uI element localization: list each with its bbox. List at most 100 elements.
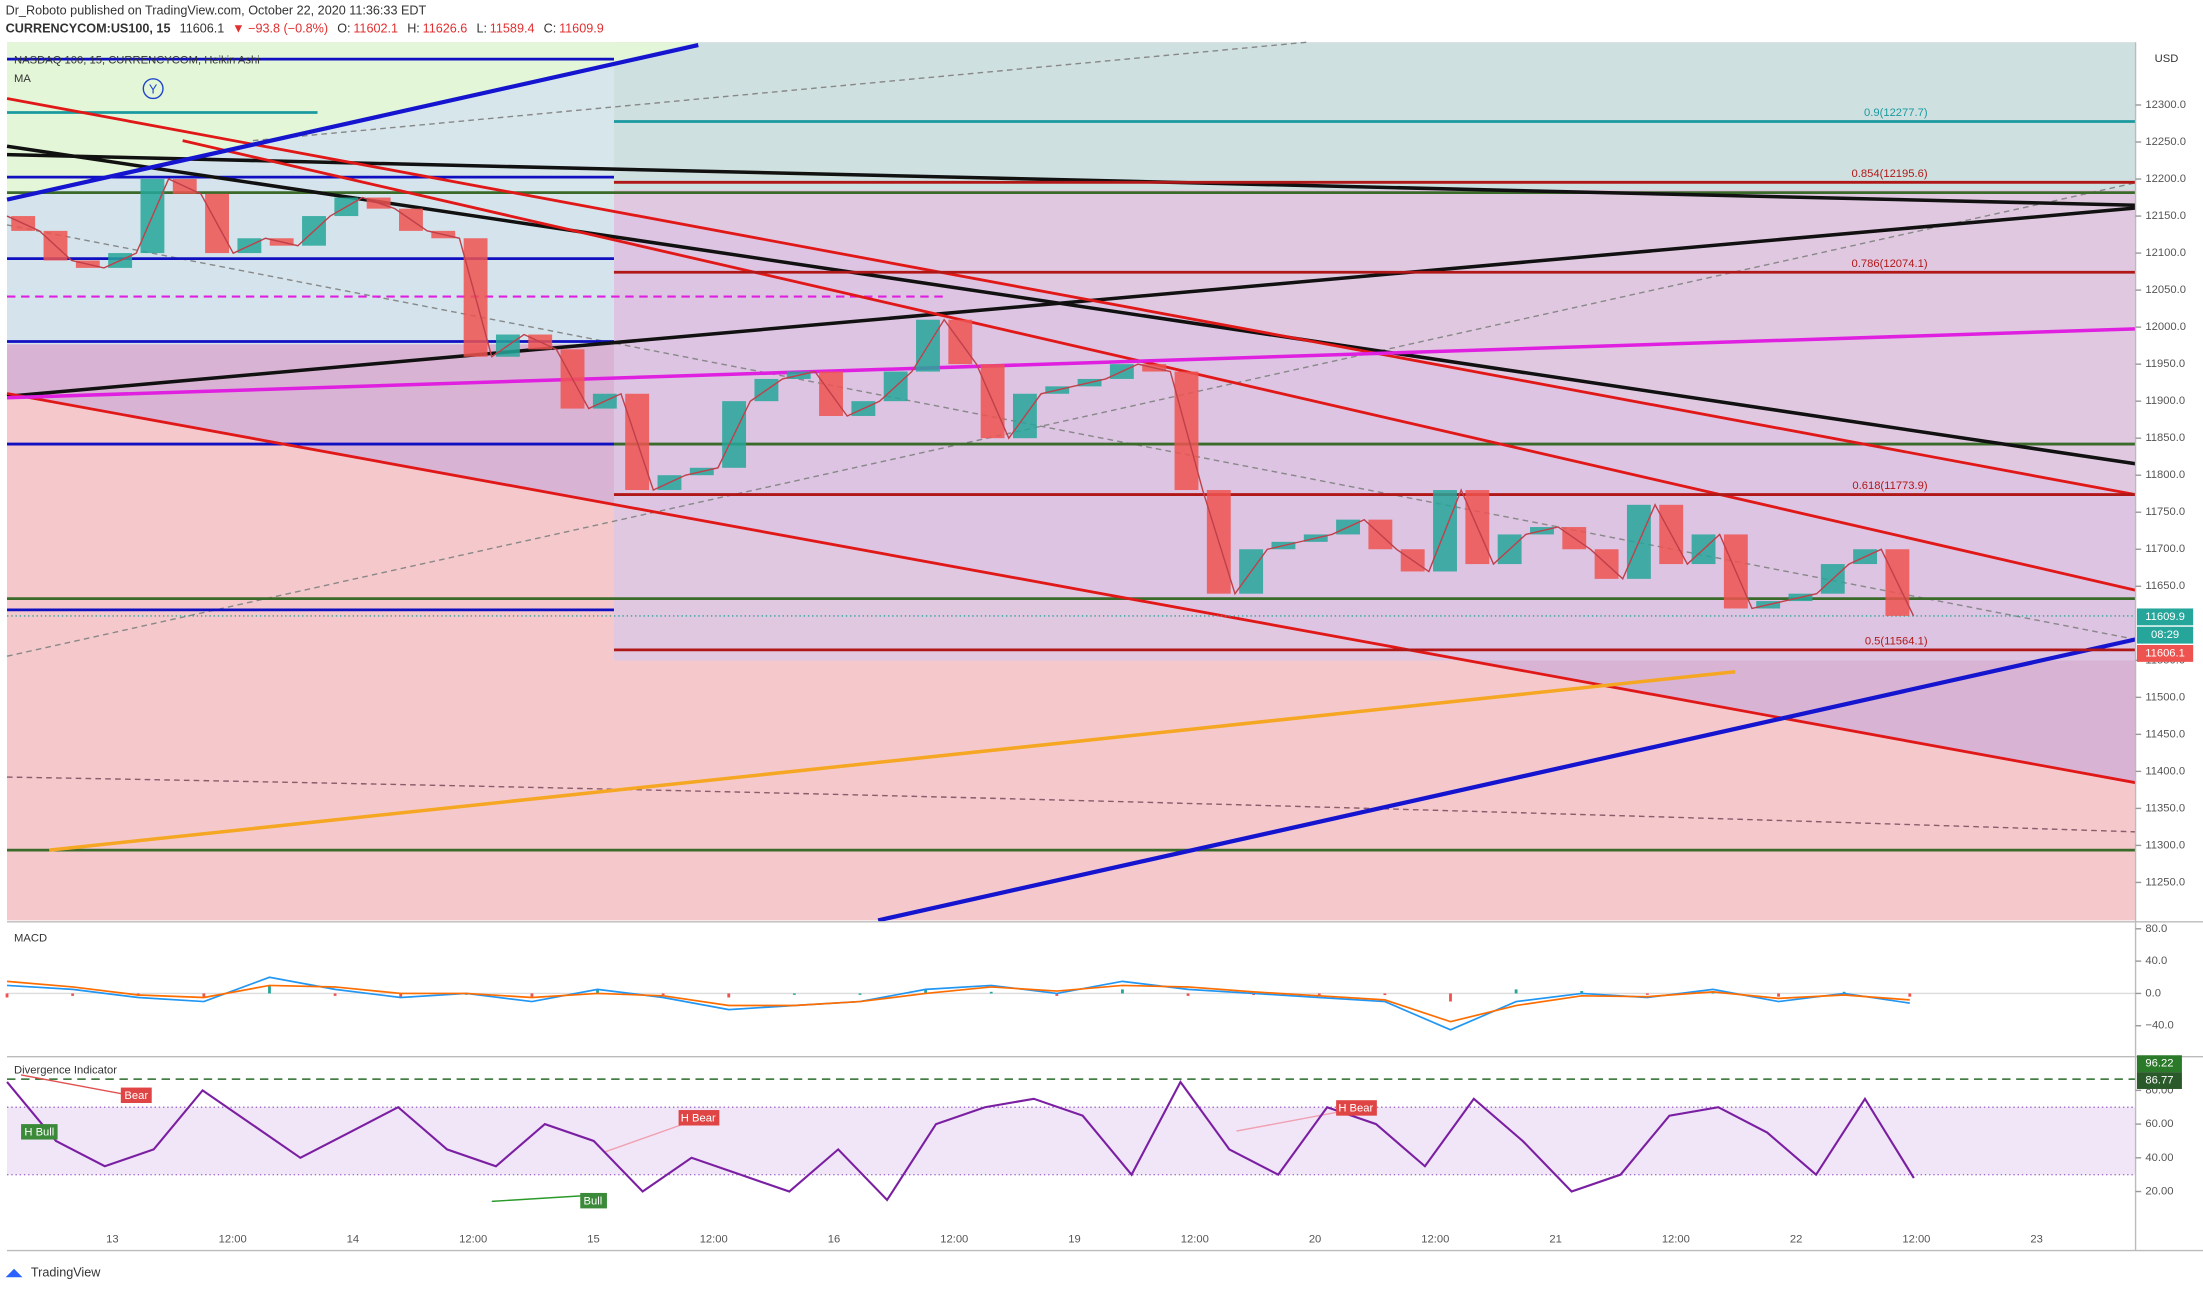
x-tick-label: 21 (1549, 1233, 1561, 1245)
histogram-bar (727, 993, 731, 998)
x-tick-label: 12:00 (459, 1233, 487, 1245)
currency: USD (2155, 53, 2179, 65)
div-tag-label: H Bear (1338, 1103, 1373, 1115)
y-tick-label: 11850.0 (2145, 432, 2185, 444)
signal-line (6, 980, 1910, 1023)
histogram-bar (1514, 989, 1518, 994)
plots: 0.9(12277.7) 0.854(12195.6) 0.786(12074.1)… (5, 107, 2136, 1202)
histogram-bar (5, 993, 9, 998)
y-tick-label: 40.0 (2145, 955, 2167, 967)
y-tick-label: 12100.0 (2145, 247, 2186, 259)
trendline (6, 43, 699, 202)
y-tick-label: 0.0 (2145, 987, 2161, 999)
y-tick-label: 11800.0 (2145, 469, 2185, 481)
div-level-label: 86.77 (2145, 1075, 2173, 1087)
zone-bg (613, 42, 2136, 190)
backgrounds (7, 42, 2136, 1251)
y-tick-label: 11250.0 (2145, 876, 2185, 888)
div-line (20, 1074, 134, 1097)
trendline (877, 637, 2137, 923)
histogram-bar (268, 985, 271, 994)
h: 11626.6 (423, 22, 468, 36)
l-label: L: (476, 22, 487, 36)
y-tick-label: 12150.0 (2145, 210, 2186, 222)
y-tick-label: 11500.0 (2145, 691, 2185, 703)
trendline (6, 97, 2136, 497)
y-tick-label: 11900.0 (2145, 395, 2185, 407)
histogram-bar (71, 993, 75, 996)
fib-label: 0.854(12195.6) (1852, 168, 1928, 180)
histogram-bar (530, 993, 534, 998)
trendline (6, 206, 2136, 399)
y-tick-label: −40.0 (2145, 1020, 2173, 1032)
x-tick-label: 12:00 (1181, 1233, 1209, 1245)
y-tick-label: 11300.0 (2145, 839, 2185, 851)
x-tick-label: 14 (347, 1233, 359, 1245)
div-band (7, 1107, 2136, 1175)
y-tick-label: 11350.0 (2145, 802, 2185, 814)
histogram-bar (333, 993, 337, 996)
l: 11589.4 (490, 22, 535, 36)
histogram-bar (399, 993, 403, 998)
x-tick-label: 13 (106, 1233, 118, 1245)
x-tick-label: 15 (587, 1233, 599, 1245)
div-high-tag (2136, 1055, 2182, 1073)
x-tick-label: 12:00 (219, 1233, 247, 1245)
div-title: Divergence Indicator (14, 1065, 117, 1077)
histogram-bar (1908, 993, 1912, 997)
o: 11602.1 (353, 22, 398, 36)
y-tick-label: 60.00 (2145, 1118, 2173, 1130)
price-line (6, 178, 1915, 617)
fib-label: 0.618(11773.9) (1852, 480, 1928, 492)
histogram-bar (1449, 993, 1452, 1002)
div-tag-label: H Bull (24, 1126, 54, 1138)
histogram-bar (596, 989, 599, 994)
symbol: CURRENCYCOM:US100, 15 (6, 22, 171, 36)
y-tick-label: 11400.0 (2145, 765, 2185, 777)
histogram-bar (1383, 993, 1387, 996)
histogram-bar (858, 993, 862, 995)
histogram-bar (1186, 993, 1190, 996)
axes: 12300.0 12250.0 12200.0 12150.0 12100.0 12050… (106, 99, 2186, 1245)
fib-label: 0.9(12277.7) (1864, 107, 1928, 119)
div-high-label: 96.22 (2145, 1058, 2173, 1070)
y-tick-label: 80.0 (2145, 923, 2167, 935)
countdown: 08:29 (2151, 629, 2179, 641)
ma-label: MA (14, 73, 31, 85)
trendline (6, 327, 2136, 400)
dashed-line (7, 776, 2136, 833)
x-tick-label: 22 (1790, 1233, 1802, 1245)
y-tick-label: 11750.0 (2145, 506, 2185, 518)
y-tick-label: 11950.0 (2145, 358, 2185, 370)
dashed-line (6, 224, 2136, 641)
change: ▼ −93.8 (−0.8%) (232, 22, 328, 36)
logo (5, 1268, 23, 1278)
div-tag-label: Bull (584, 1195, 603, 1207)
y-tick-label: 12250.0 (2145, 136, 2186, 148)
x-tick-label: 12:00 (1421, 1233, 1449, 1245)
div-tag (1336, 1100, 1377, 1116)
x-tick-label: 12:00 (700, 1233, 728, 1245)
bid-tag (2136, 645, 2194, 662)
last: 11606.1 (180, 22, 225, 36)
published: Dr_Roboto published on TradingView.com, … (6, 4, 427, 18)
div-line (1236, 1109, 1349, 1132)
y-tick-label: 20.00 (2145, 1186, 2173, 1198)
div-tag (21, 1124, 58, 1140)
y-tick-label: 12050.0 (2145, 284, 2186, 296)
trendline (6, 144, 2136, 466)
y-tick-label: 11450.0 (2145, 728, 2185, 740)
x-tick-label: 23 (2030, 1233, 2042, 1245)
div-level-tag (2136, 1072, 2182, 1089)
div-tag-label: H Bear (681, 1112, 716, 1124)
y-tick-label: 12200.0 (2145, 173, 2186, 185)
trendline (48, 669, 1736, 852)
x-tick-label: 20 (1309, 1233, 1321, 1245)
x-tick-label: 16 (828, 1233, 840, 1245)
y-tick-label: 11650.0 (2145, 580, 2185, 592)
y-tick-label: 12300.0 (2145, 99, 2186, 111)
x-tick-label: 12:00 (1902, 1233, 1930, 1245)
histogram-bar (1121, 989, 1124, 994)
histogram-bar (1055, 993, 1059, 996)
x-tick-label: 19 (1068, 1233, 1080, 1245)
